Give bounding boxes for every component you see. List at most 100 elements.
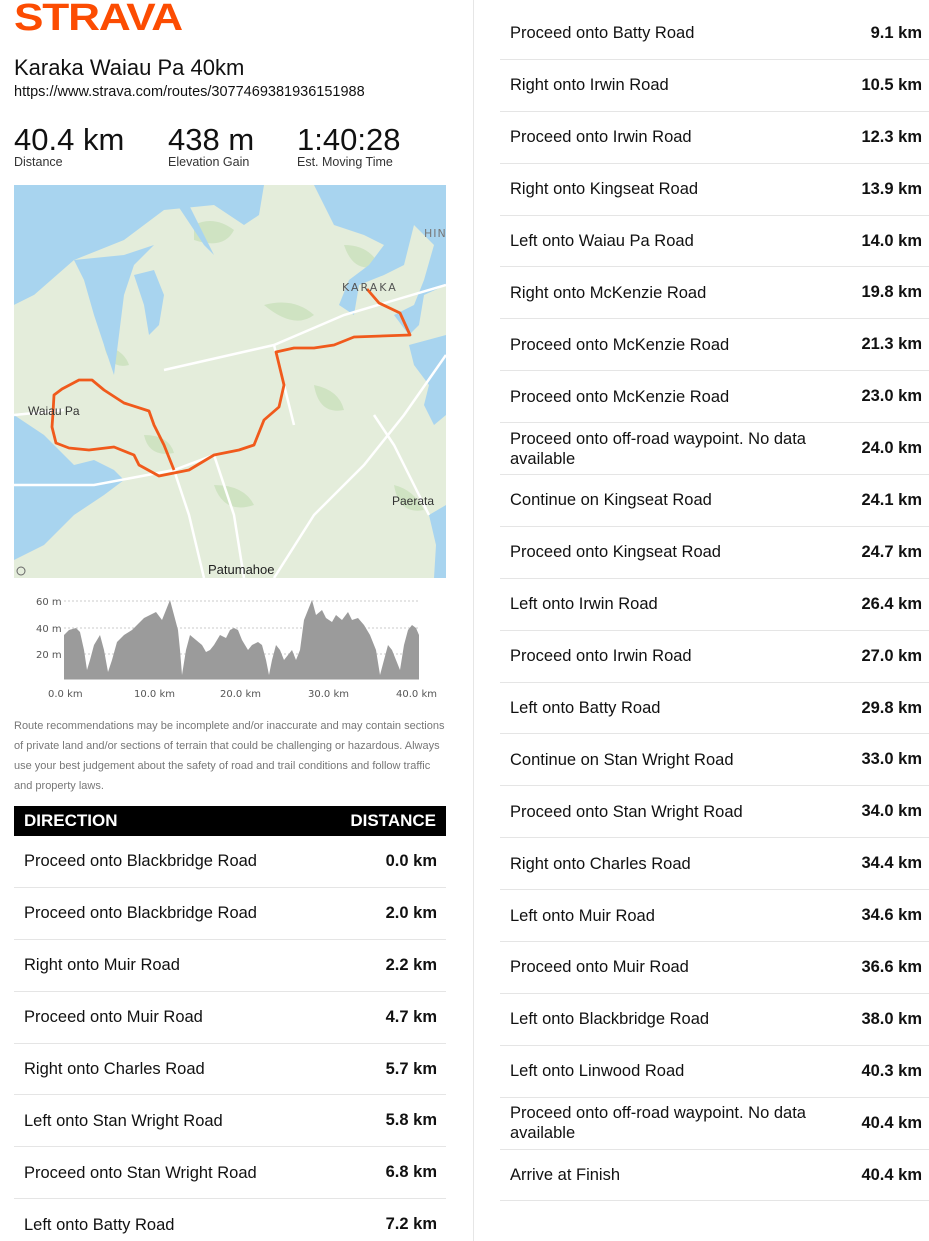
stat-distance: 40.4 km Distance	[14, 122, 124, 169]
elevation-x-tick: 30.0 km	[308, 689, 349, 700]
direction-row: Left onto Irwin Road 26.4 km	[500, 579, 929, 631]
elevation-x-tick: 20.0 km	[220, 689, 261, 700]
direction-distance: 27.0 km	[861, 646, 922, 665]
direction-row: Left onto Blackbridge Road 38.0 km	[500, 994, 929, 1046]
direction-text: Left onto Irwin Road	[510, 595, 658, 614]
direction-distance: 6.8 km	[385, 1163, 437, 1182]
direction-distance: 12.3 km	[861, 127, 922, 146]
direction-row: Proceed onto Stan Wright Road 34.0 km	[500, 786, 929, 839]
direction-row: Right onto Charles Road 5.7 km	[14, 1044, 446, 1096]
elevation-x-tick: 40.0 km	[396, 689, 437, 700]
direction-text: Proceed onto off-road waypoint. No data …	[510, 1104, 806, 1143]
direction-row: Left onto Batty Road 7.2 km	[14, 1199, 446, 1241]
direction-distance: 5.8 km	[385, 1111, 437, 1130]
direction-text: Right onto Muir Road	[24, 956, 180, 975]
column-divider	[473, 0, 474, 1241]
stat-label: Distance	[14, 155, 63, 169]
route-map[interactable]: KARAKA HIN Waiau Pa Paerata Patumahoe	[14, 185, 446, 578]
direction-distance: 40.4 km	[861, 1165, 922, 1184]
direction-row: Proceed onto Muir Road 4.7 km	[14, 992, 446, 1044]
direction-distance: 24.1 km	[861, 490, 922, 509]
direction-distance: 34.4 km	[861, 854, 922, 873]
direction-text: Proceed onto Blackbridge Road	[24, 852, 257, 871]
direction-row: Proceed onto off-road waypoint. No data …	[500, 423, 929, 476]
elevation-profile: 60 m 40 m 20 m 0.0 km 10.0 km 20.0 km 30…	[14, 590, 446, 702]
direction-distance: 34.6 km	[861, 906, 922, 925]
direction-text: Left onto Waiau Pa Road	[510, 232, 694, 250]
direction-text: Right onto McKenzie Road	[510, 283, 707, 302]
direction-distance: 2.0 km	[385, 903, 437, 922]
stat-label: Est. Moving Time	[297, 155, 393, 169]
stat-value: 40.4 km	[14, 122, 125, 157]
directions-list-right: Proceed onto Batty Road 9.1 km Right onto …	[500, 8, 929, 1202]
direction-text: Proceed onto McKenzie Road	[510, 335, 730, 354]
direction-text: Right onto Charles Road	[510, 854, 691, 873]
direction-text: Arrive at Finish	[510, 1166, 621, 1185]
direction-distance: 40.3 km	[861, 1061, 922, 1080]
direction-distance: 21.3 km	[861, 335, 922, 354]
route-line	[50, 288, 412, 478]
direction-distance: 5.7 km	[385, 1059, 437, 1078]
direction-text: Proceed onto Stan Wright Road	[510, 802, 743, 821]
direction-row: Proceed onto Stan Wright Road 6.8 km	[14, 1147, 446, 1200]
direction-text: Continue on Stan Wright Road	[510, 750, 734, 769]
direction-text: Proceed onto McKenzie Road	[510, 387, 730, 406]
direction-text: Right onto Kingseat Road	[510, 180, 699, 199]
direction-row: Left onto Linwood Road 40.3 km	[500, 1046, 929, 1098]
direction-text: Left onto Stan Wright Road	[24, 1111, 223, 1130]
route-url[interactable]: https://www.strava.com/routes/3077469381…	[14, 84, 365, 100]
direction-distance: 13.9 km	[861, 179, 922, 198]
direction-row: Proceed onto Blackbridge Road 2.0 km	[14, 888, 446, 940]
direction-text: Proceed onto Stan Wright Road	[24, 1163, 257, 1182]
map-label-hin: HIN	[424, 227, 446, 240]
mapbox-icon	[16, 566, 26, 576]
direction-row: Proceed onto Batty Road 9.1 km	[500, 8, 929, 60]
direction-text: Proceed onto Muir Road	[24, 1008, 203, 1027]
direction-distance: 23.0 km	[861, 387, 922, 406]
direction-text: Continue on Kingseat Road	[510, 491, 712, 510]
direction-row: Right onto Muir Road 2.2 km	[14, 940, 446, 992]
map-label-patumahoe: Patumahoe	[208, 562, 275, 577]
elevation-x-tick: 0.0 km	[48, 689, 83, 700]
elevation-y-tick: 20 m	[36, 650, 62, 661]
direction-row: Right onto Charles Road 34.4 km	[500, 838, 929, 891]
distance-header: DISTANCE	[350, 811, 436, 830]
direction-distance: 24.0 km	[861, 439, 922, 458]
direction-distance: 2.2 km	[385, 955, 437, 974]
direction-distance: 26.4 km	[861, 594, 922, 613]
strava-logo: STRAVA	[14, 0, 184, 34]
direction-distance: 24.7 km	[861, 542, 922, 561]
direction-text: Left onto Batty Road	[24, 1215, 175, 1234]
direction-row: Left onto Batty Road 29.8 km	[500, 683, 929, 735]
direction-text: Left onto Batty Road	[510, 699, 661, 718]
direction-row: Left onto Stan Wright Road 5.8 km	[14, 1095, 446, 1148]
stat-label: Elevation Gain	[168, 155, 250, 169]
direction-distance: 10.5 km	[861, 75, 922, 94]
direction-row: Right onto Kingseat Road 13.9 km	[500, 164, 929, 216]
direction-text: Left onto Blackbridge Road	[510, 1010, 710, 1029]
direction-distance: 14.0 km	[861, 231, 922, 250]
map-label-karaka: KARAKA	[342, 281, 398, 294]
direction-text: Proceed onto Muir Road	[510, 958, 689, 977]
direction-distance: 36.6 km	[861, 957, 922, 976]
direction-distance: 33.0 km	[861, 750, 922, 769]
direction-row: Proceed onto Kingseat Road 24.7 km	[500, 527, 929, 579]
direction-row: Proceed onto Irwin Road 27.0 km	[500, 631, 929, 683]
direction-text: Left onto Linwood Road	[510, 1062, 685, 1081]
direction-text: Right onto Irwin Road	[510, 76, 669, 95]
direction-text: Proceed onto Kingseat Road	[510, 543, 721, 562]
direction-text: Left onto Muir Road	[510, 906, 655, 925]
stat-value: 1:40:28	[297, 122, 401, 157]
stat-value: 438 m	[168, 122, 255, 157]
direction-row: Arrive at Finish 40.4 km	[500, 1150, 929, 1202]
direction-distance: 19.8 km	[861, 283, 922, 302]
direction-row: Proceed onto Irwin Road 12.3 km	[500, 112, 929, 164]
map-label-paerata: Paerata	[392, 494, 434, 508]
direction-distance: 9.1 km	[870, 23, 922, 42]
route-title: Karaka Waiau Pa 40km	[14, 55, 245, 80]
direction-row: Continue on Stan Wright Road 33.0 km	[500, 734, 929, 787]
map-label-waiau: Waiau Pa	[28, 404, 80, 418]
direction-distance: 7.2 km	[385, 1215, 437, 1234]
direction-text: Proceed onto Batty Road	[510, 24, 695, 43]
stat-moving-time: 1:40:28 Est. Moving Time	[297, 122, 400, 169]
